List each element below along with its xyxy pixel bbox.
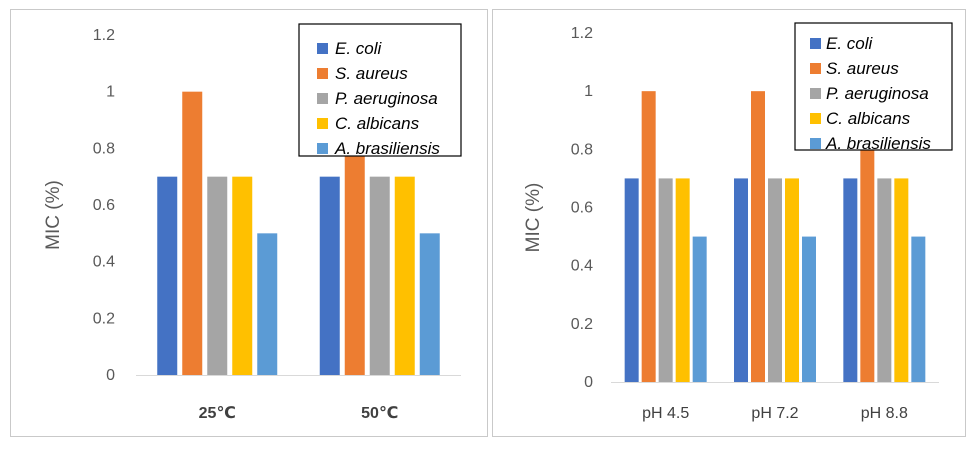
bar xyxy=(207,176,228,375)
y-tick-label: 1.2 xyxy=(93,27,115,44)
bar xyxy=(785,178,799,382)
legend-label: P. aeruginosa xyxy=(826,84,929,103)
legend-swatch xyxy=(810,63,821,74)
x-category-label: pH 8.8 xyxy=(861,405,908,422)
bar xyxy=(641,91,656,383)
legend-label: A. brasiliensis xyxy=(825,134,931,153)
legend-label: C. albicans xyxy=(335,114,420,133)
legend-swatch xyxy=(317,118,328,129)
bar xyxy=(877,178,892,382)
chart-panel-ph: 0 0.2 0.4 0.6 0.8 1 1.2 MIC (%) pH 4.5 pH 7.2 pH 8… xyxy=(492,9,966,437)
y-tick-label: 0.8 xyxy=(571,141,593,158)
bar xyxy=(419,233,440,375)
legend-swatch xyxy=(317,93,328,104)
legend-swatch xyxy=(317,68,328,79)
y-tick-label: 1 xyxy=(584,83,593,100)
bar xyxy=(394,176,415,375)
bar xyxy=(624,178,639,382)
bar xyxy=(692,236,707,382)
legend-label: P. aeruginosa xyxy=(335,89,438,108)
legend-label: S. aureus xyxy=(335,64,408,83)
bar xyxy=(182,91,203,376)
x-category-label: 25℃ xyxy=(199,405,236,422)
bar xyxy=(751,91,765,383)
legend-box xyxy=(794,22,953,151)
bar xyxy=(860,91,875,383)
legend-label: E. coli xyxy=(826,34,874,53)
y-tick-label: 0.6 xyxy=(571,200,593,217)
bar xyxy=(369,176,390,375)
legend-swatch xyxy=(810,38,821,49)
y-tick-label: 1.2 xyxy=(571,25,593,42)
bar xyxy=(157,176,178,375)
y-tick-label: 0.2 xyxy=(571,316,593,333)
legend-swatch xyxy=(810,138,821,149)
x-category-label: pH 4.5 xyxy=(642,405,689,422)
y-tick-label: 0.4 xyxy=(93,254,115,271)
y-tick-label: 0.6 xyxy=(93,197,115,214)
y-tick-label: 0.2 xyxy=(93,310,115,327)
y-tick-label: 0 xyxy=(106,367,115,384)
bar xyxy=(232,176,253,375)
bar xyxy=(344,91,365,376)
bar xyxy=(768,178,782,382)
y-tick-label: 0.4 xyxy=(571,258,593,275)
chart-temperature: 0 0.2 0.4 0.6 0.8 1 1.2 MIC (%) 25℃ 50℃ E. coli S. … xyxy=(43,23,462,422)
x-category-label: 50℃ xyxy=(361,405,398,422)
legend-swatch xyxy=(810,113,821,124)
chart-panel-temperature: 0 0.2 0.4 0.6 0.8 1 1.2 MIC (%) 25℃ 50℃ E. coli S. … xyxy=(10,9,488,437)
bar xyxy=(319,176,340,375)
legend-label: S. aureus xyxy=(826,59,899,78)
chart-ph: 0 0.2 0.4 0.6 0.8 1 1.2 MIC (%) pH 4.5 pH 7.2 pH 8… xyxy=(523,22,953,422)
bar xyxy=(257,233,278,375)
y-axis-label: MIC (%) xyxy=(523,183,544,253)
bar xyxy=(802,236,816,382)
y-tick-label: 1 xyxy=(106,84,115,101)
legend-label: E. coli xyxy=(335,39,383,58)
bar xyxy=(734,178,748,382)
y-axis-label: MIC (%) xyxy=(43,180,64,250)
legend-swatch xyxy=(810,88,821,99)
legend-label: C. albicans xyxy=(826,109,911,128)
bar xyxy=(911,236,926,382)
legend-swatch xyxy=(317,143,328,154)
y-tick-label: 0 xyxy=(584,374,593,391)
bar xyxy=(658,178,673,382)
legend-swatch xyxy=(317,43,328,54)
bar xyxy=(843,178,858,382)
y-tick-label: 0.8 xyxy=(93,140,115,157)
bar xyxy=(894,178,909,382)
legend-label: A. brasiliensis xyxy=(334,139,440,158)
bar xyxy=(675,178,690,382)
x-category-label: pH 7.2 xyxy=(751,405,798,422)
